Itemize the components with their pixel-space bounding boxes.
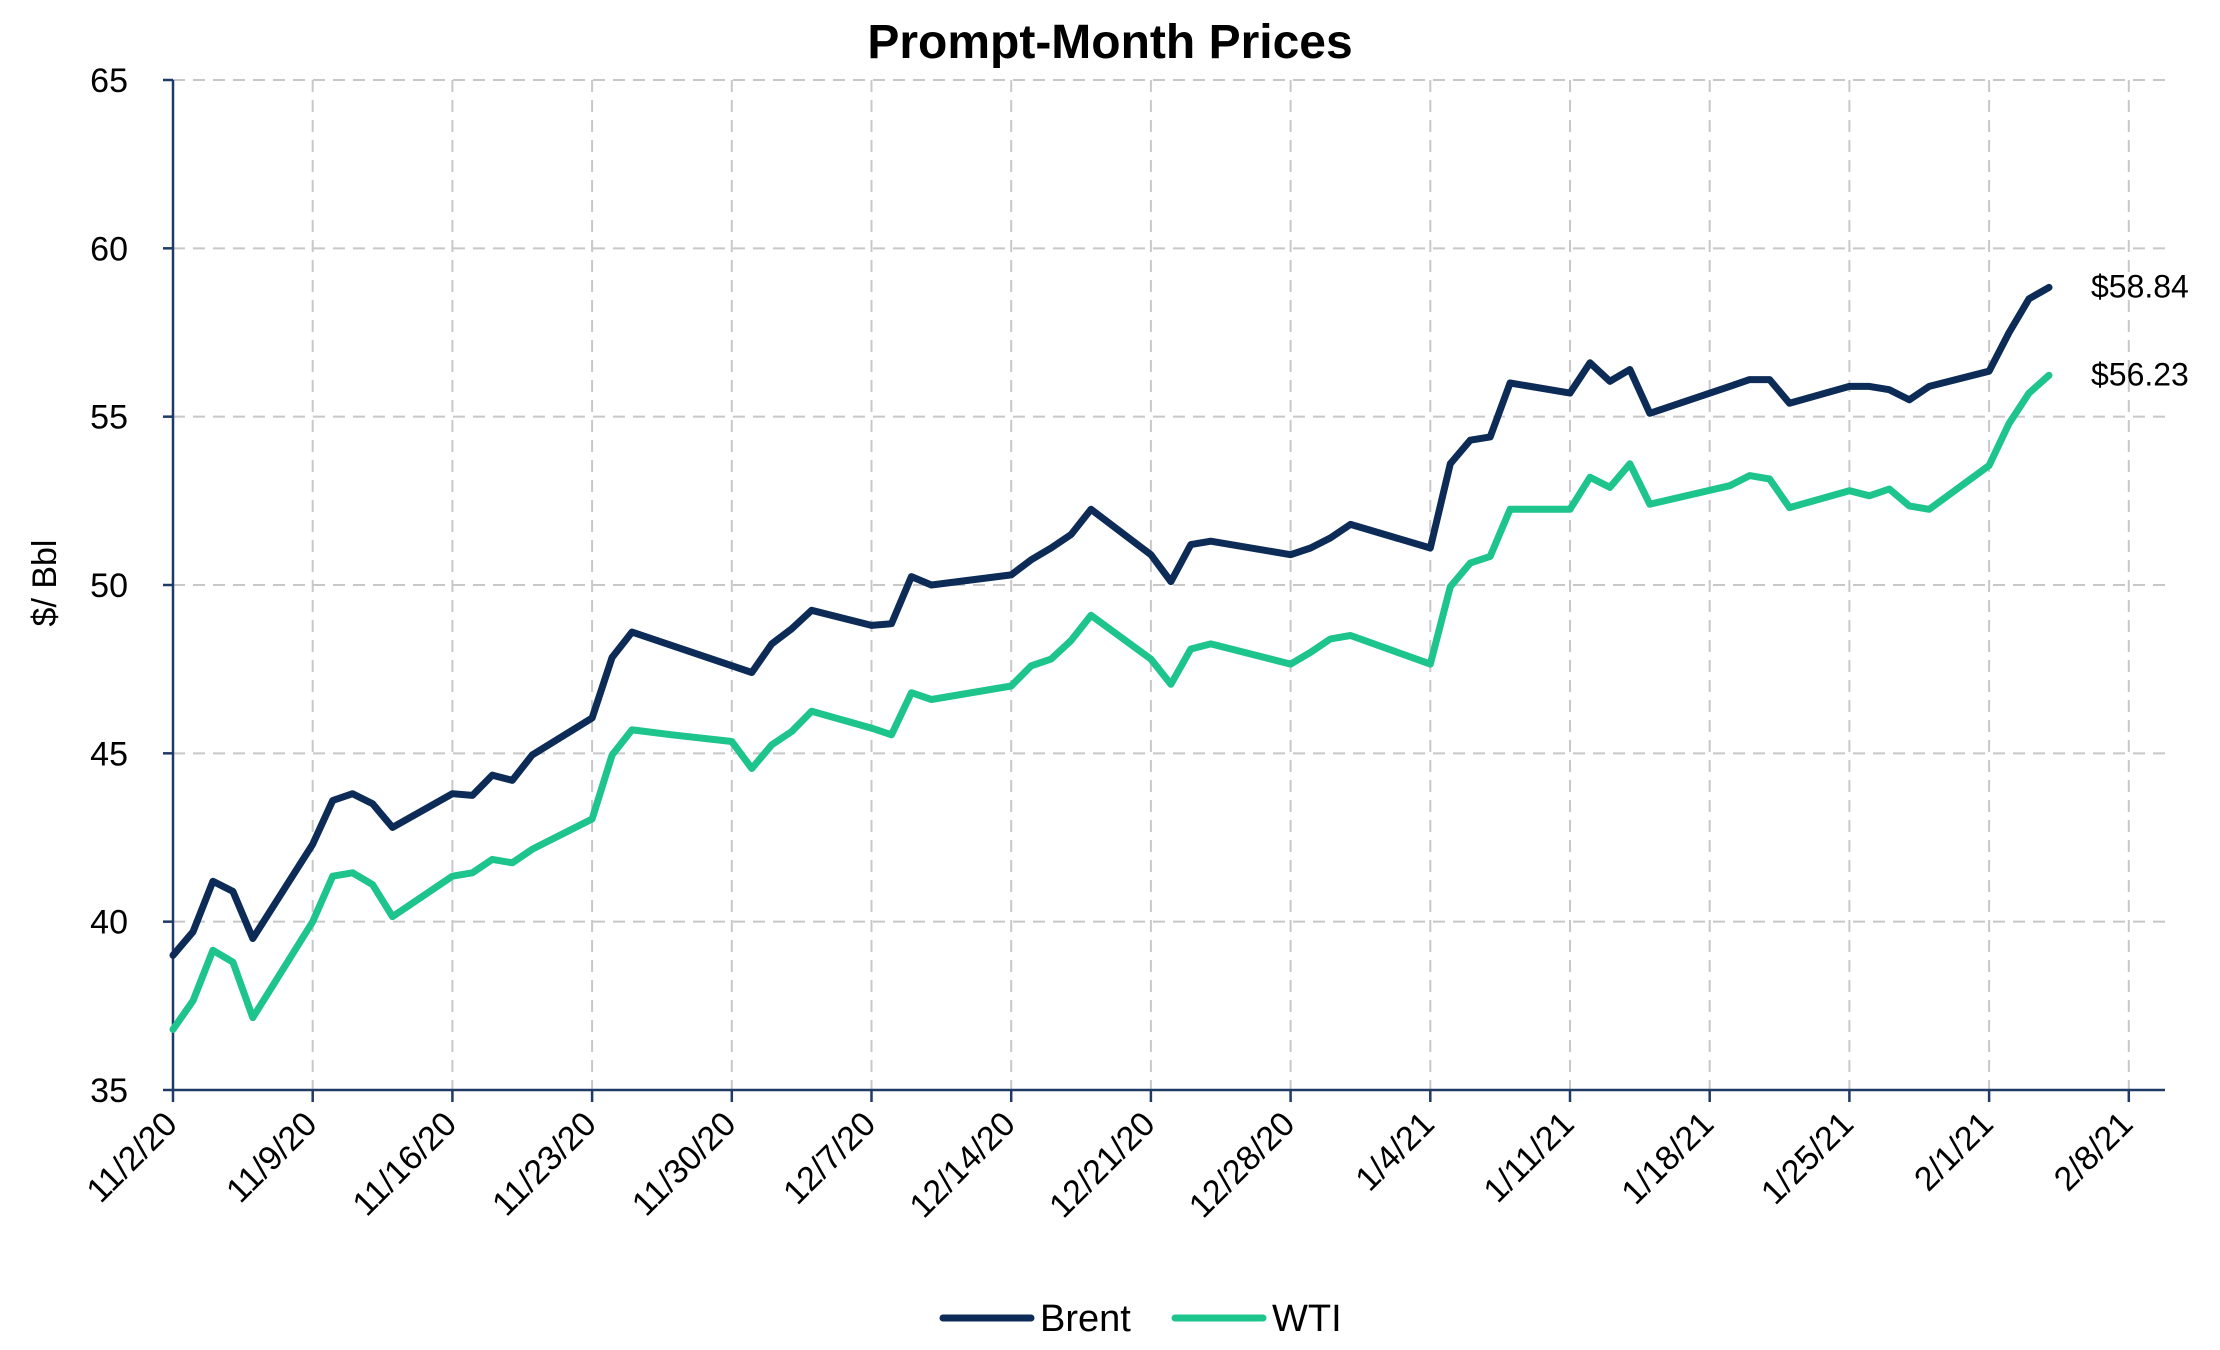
legend: Brent WTI xyxy=(939,1298,1342,1340)
x-tick-label: 12/28/20 xyxy=(1182,1105,1302,1225)
x-tick-label: 2/1/21 xyxy=(1907,1105,2001,1199)
x-tick-label: 12/21/20 xyxy=(1042,1105,1162,1225)
end-label-wti: $56.23 xyxy=(2091,356,2189,392)
x-tick-label: 1/25/21 xyxy=(1754,1105,1861,1212)
x-tick-label: 1/11/21 xyxy=(1476,1105,1581,1210)
axes xyxy=(163,78,2165,1102)
series-line-brent xyxy=(169,283,2053,959)
y-tick-label: 35 xyxy=(90,1072,128,1110)
x-tick-label: 11/9/20 xyxy=(219,1105,324,1210)
end-label-brent: $58.84 xyxy=(2091,268,2189,304)
x-tick-labels: 11/2/20 11/9/20 11/16/20 11/23/20 11/30/20 12… xyxy=(79,1105,2140,1225)
x-tick-label: 11/16/20 xyxy=(345,1105,464,1224)
legend-label-brent: Brent xyxy=(1040,1298,1131,1340)
series-lines xyxy=(169,283,2053,1033)
x-tick-label: 11/2/20 xyxy=(79,1105,184,1210)
y-tick-label: 65 xyxy=(90,62,128,100)
y-tick-label: 60 xyxy=(90,230,128,268)
y-tick-labels: 35 40 45 50 55 60 65 xyxy=(90,62,128,1110)
y-axis-title: $/ Bbl xyxy=(26,540,64,627)
x-tick-label: 2/8/21 xyxy=(2047,1105,2141,1199)
grid xyxy=(173,79,2165,1090)
y-tick-label: 45 xyxy=(90,735,128,773)
y-tick-label: 55 xyxy=(90,399,128,437)
end-labels: $58.84 $56.23 xyxy=(2091,268,2189,392)
legend-label-wti: WTI xyxy=(1272,1298,1342,1340)
x-tick-label: 1/4/21 xyxy=(1348,1105,1442,1199)
x-tick-label: 12/14/20 xyxy=(902,1105,1022,1225)
chart-title: Prompt-Month Prices xyxy=(867,16,1352,69)
y-tick-label: 40 xyxy=(90,904,128,942)
series-line-wti xyxy=(169,371,2053,1033)
x-tick-label: 12/7/20 xyxy=(776,1105,883,1212)
x-tick-label: 11/30/20 xyxy=(625,1105,744,1224)
y-tick-label: 50 xyxy=(90,567,128,605)
x-tick-label: 1/18/21 xyxy=(1614,1105,1721,1212)
x-tick-label: 11/23/20 xyxy=(485,1105,604,1224)
